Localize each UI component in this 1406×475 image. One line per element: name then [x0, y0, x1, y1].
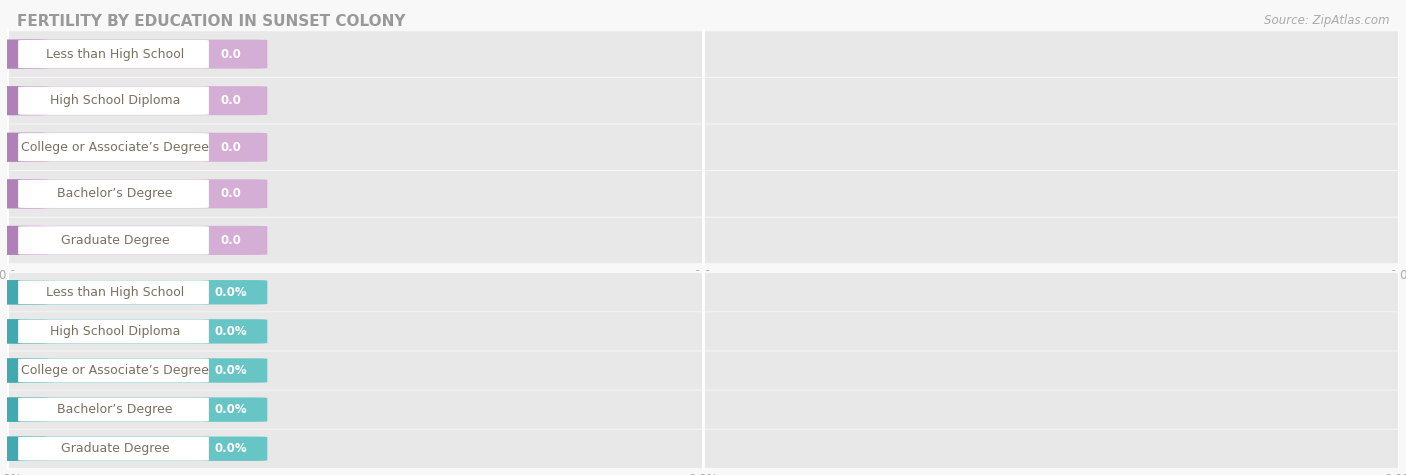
FancyBboxPatch shape: [0, 226, 267, 255]
FancyBboxPatch shape: [0, 171, 1406, 217]
FancyBboxPatch shape: [0, 312, 1406, 351]
Text: 0.0%: 0.0%: [215, 286, 247, 299]
FancyBboxPatch shape: [0, 319, 267, 343]
Text: 0.0%: 0.0%: [215, 325, 247, 338]
Text: Source: ZipAtlas.com: Source: ZipAtlas.com: [1264, 14, 1389, 27]
FancyBboxPatch shape: [18, 226, 209, 255]
FancyBboxPatch shape: [0, 86, 49, 115]
FancyBboxPatch shape: [0, 218, 1406, 263]
Text: 0.0%: 0.0%: [215, 403, 247, 416]
Text: High School Diploma: High School Diploma: [49, 94, 180, 107]
FancyBboxPatch shape: [0, 133, 49, 162]
FancyBboxPatch shape: [18, 359, 209, 382]
FancyBboxPatch shape: [0, 39, 49, 69]
Text: 0.0: 0.0: [221, 187, 242, 200]
FancyBboxPatch shape: [0, 358, 267, 383]
FancyBboxPatch shape: [0, 280, 49, 304]
FancyBboxPatch shape: [0, 78, 1406, 124]
FancyBboxPatch shape: [0, 39, 267, 69]
Text: 0.0%: 0.0%: [215, 442, 247, 455]
FancyBboxPatch shape: [0, 31, 1406, 77]
Text: Bachelor’s Degree: Bachelor’s Degree: [58, 187, 173, 200]
Text: 0.0%: 0.0%: [215, 364, 247, 377]
FancyBboxPatch shape: [18, 437, 209, 461]
Text: Graduate Degree: Graduate Degree: [60, 442, 169, 455]
Text: 0.0: 0.0: [221, 94, 242, 107]
Text: College or Associate’s Degree: College or Associate’s Degree: [21, 364, 209, 377]
FancyBboxPatch shape: [0, 358, 49, 383]
Text: 0.0: 0.0: [221, 48, 242, 61]
FancyBboxPatch shape: [18, 280, 209, 304]
Text: Bachelor’s Degree: Bachelor’s Degree: [58, 403, 173, 416]
FancyBboxPatch shape: [0, 437, 49, 461]
Text: High School Diploma: High School Diploma: [49, 325, 180, 338]
FancyBboxPatch shape: [18, 40, 209, 68]
FancyBboxPatch shape: [0, 390, 1406, 429]
FancyBboxPatch shape: [0, 179, 267, 209]
Text: 0.0: 0.0: [221, 234, 242, 247]
FancyBboxPatch shape: [18, 180, 209, 208]
Text: College or Associate’s Degree: College or Associate’s Degree: [21, 141, 209, 154]
FancyBboxPatch shape: [0, 133, 267, 162]
FancyBboxPatch shape: [18, 86, 209, 115]
FancyBboxPatch shape: [18, 320, 209, 343]
FancyBboxPatch shape: [0, 179, 49, 209]
FancyBboxPatch shape: [18, 133, 209, 162]
Text: FERTILITY BY EDUCATION IN SUNSET COLONY: FERTILITY BY EDUCATION IN SUNSET COLONY: [17, 14, 405, 29]
FancyBboxPatch shape: [0, 352, 1406, 390]
Text: Less than High School: Less than High School: [46, 286, 184, 299]
FancyBboxPatch shape: [0, 226, 49, 255]
FancyBboxPatch shape: [18, 398, 209, 421]
FancyBboxPatch shape: [0, 437, 267, 461]
FancyBboxPatch shape: [0, 280, 267, 304]
FancyBboxPatch shape: [0, 273, 1406, 312]
Text: Less than High School: Less than High School: [46, 48, 184, 61]
FancyBboxPatch shape: [0, 429, 1406, 468]
FancyBboxPatch shape: [0, 398, 49, 422]
Text: Graduate Degree: Graduate Degree: [60, 234, 169, 247]
FancyBboxPatch shape: [0, 398, 267, 422]
Text: 0.0: 0.0: [221, 141, 242, 154]
FancyBboxPatch shape: [0, 124, 1406, 170]
FancyBboxPatch shape: [0, 319, 49, 343]
FancyBboxPatch shape: [0, 86, 267, 115]
